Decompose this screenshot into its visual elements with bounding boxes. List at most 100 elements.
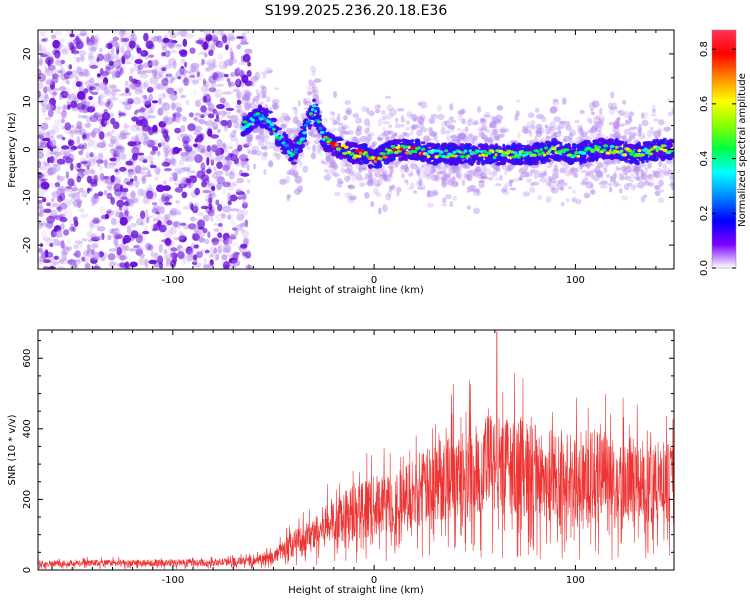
- spectrogram-cell: [138, 257, 146, 266]
- spectrogram-cell: [594, 140, 598, 145]
- spectrogram-cell: [240, 155, 246, 160]
- spectrogram-cell: [208, 49, 214, 56]
- spectrogram-cell: [62, 246, 70, 255]
- spectrogram-cell: [604, 139, 609, 143]
- spectrogram-cell: [567, 143, 571, 148]
- spectrogram-cell: [222, 91, 232, 95]
- spectrogram-cell: [598, 138, 603, 142]
- spectrogram-cell: [189, 70, 195, 76]
- spectrogram-cell: [560, 186, 565, 191]
- spectrogram-cell: [52, 49, 58, 56]
- spectrogram-cell: [100, 70, 109, 77]
- spectrogram-cell: [189, 151, 198, 159]
- spectrogram-cell: [228, 182, 237, 188]
- spectrogram-cell: [550, 154, 555, 160]
- spectrogram-cell: [421, 147, 426, 151]
- spectrogram-cell: [80, 99, 86, 105]
- spectrogram-cell: [385, 193, 392, 201]
- spectrogram-cell: [197, 229, 206, 238]
- spectrogram-cell: [106, 183, 112, 190]
- spectrogram-cell: [203, 214, 210, 222]
- spectrogram-cell: [164, 50, 171, 58]
- spectrogram-cell: [441, 174, 448, 182]
- spectrogram-cell: [40, 31, 46, 37]
- spectrogram-cell: [356, 154, 362, 158]
- spectrogram-cell: [236, 209, 243, 214]
- spectrogram-cell: [74, 220, 79, 227]
- spectrogram-cell: [200, 162, 206, 171]
- spectrogram-cell: [169, 259, 177, 268]
- spectrogram-cell: [118, 112, 126, 117]
- spectrogram-cell: [274, 87, 279, 91]
- spectrogram-cell: [482, 160, 490, 165]
- spectrogram-cell: [205, 33, 213, 42]
- spectrogram-cell: [38, 81, 44, 90]
- spectrogram-cell: [239, 193, 245, 200]
- spectrogram-cell: [539, 177, 547, 183]
- spectrogram-cell: [342, 131, 350, 135]
- spectrogram-cell: [42, 259, 51, 264]
- spectrogram-cell: [260, 146, 267, 150]
- spectrogram-cell: [207, 65, 211, 73]
- spectrogram-cell: [631, 150, 635, 154]
- spectrogram-cell: [406, 111, 413, 118]
- spectrogram-cell: [125, 87, 130, 94]
- spectrogram-cell: [231, 259, 241, 267]
- spectrogram-cell: [569, 167, 577, 172]
- spectrogram-cell: [236, 261, 240, 266]
- spectrogram-cell: [187, 171, 192, 180]
- spectrogram-cell: [85, 263, 91, 269]
- spectrogram-cell: [120, 37, 130, 43]
- spectrogram-cell: [65, 186, 72, 190]
- spectrogram-cell: [193, 244, 199, 249]
- spectrogram-cell: [231, 181, 239, 187]
- spectrogram-cell: [328, 138, 333, 142]
- spectrogram-cell: [279, 178, 287, 185]
- spectrogram-cell: [396, 139, 403, 143]
- spectrogram-cell: [94, 82, 100, 87]
- spectrogram-cell: [47, 129, 56, 137]
- spectrogram-cell: [156, 184, 165, 193]
- spectrogram-cell: [294, 154, 299, 160]
- spectrogram-cell: [164, 134, 170, 143]
- spectrogram-cell: [69, 195, 74, 205]
- spectrogram-cell: [72, 54, 77, 63]
- spectrogram-cell: [189, 175, 198, 179]
- spectrogram-cell: [40, 141, 48, 148]
- spectrogram-cell: [202, 41, 209, 51]
- spectrogram-cell: [190, 216, 196, 222]
- spectrogram-cell: [185, 168, 191, 172]
- spectrogram-cell: [371, 141, 378, 146]
- spectrogram-cell: [112, 36, 119, 41]
- spectrogram-cell: [89, 46, 97, 52]
- spectrogram-cell: [368, 173, 373, 181]
- spectrogram-cell: [118, 99, 126, 105]
- spectrogram-cell: [38, 90, 41, 98]
- spectrogram-cell: [86, 166, 90, 171]
- spectrogram-cell: [668, 154, 674, 158]
- spectrogram-cell: [224, 73, 229, 78]
- spectrogram-cell: [52, 39, 61, 49]
- spectrogram-cell: [498, 162, 502, 166]
- spectrogram-cell: [223, 126, 228, 132]
- spectrogram-cell: [131, 147, 140, 155]
- spectrogram-cell: [273, 132, 278, 136]
- spectrogram-cell: [80, 160, 88, 165]
- spectrogram-cell: [544, 124, 549, 129]
- spectrogram-cell: [253, 95, 260, 102]
- spectrogram-cell: [111, 89, 116, 97]
- spectrogram-cell: [135, 128, 142, 135]
- spectrogram-cell: [106, 83, 112, 87]
- spectrogram-cell: [80, 30, 88, 36]
- spectrogram-cell: [254, 119, 261, 124]
- spectrogram-cell: [154, 66, 161, 73]
- spectrogram-cell: [60, 223, 65, 230]
- spectrogram-cell: [159, 206, 166, 215]
- spectrogram-cell: [46, 151, 51, 159]
- spectrogram-cell: [164, 196, 170, 203]
- spectrogram-cell: [136, 246, 144, 251]
- spectrogram-cell: [101, 139, 107, 147]
- spectrogram-cell: [342, 124, 350, 131]
- spectrogram-cell: [562, 135, 571, 142]
- spectrogram-cell: [176, 87, 184, 93]
